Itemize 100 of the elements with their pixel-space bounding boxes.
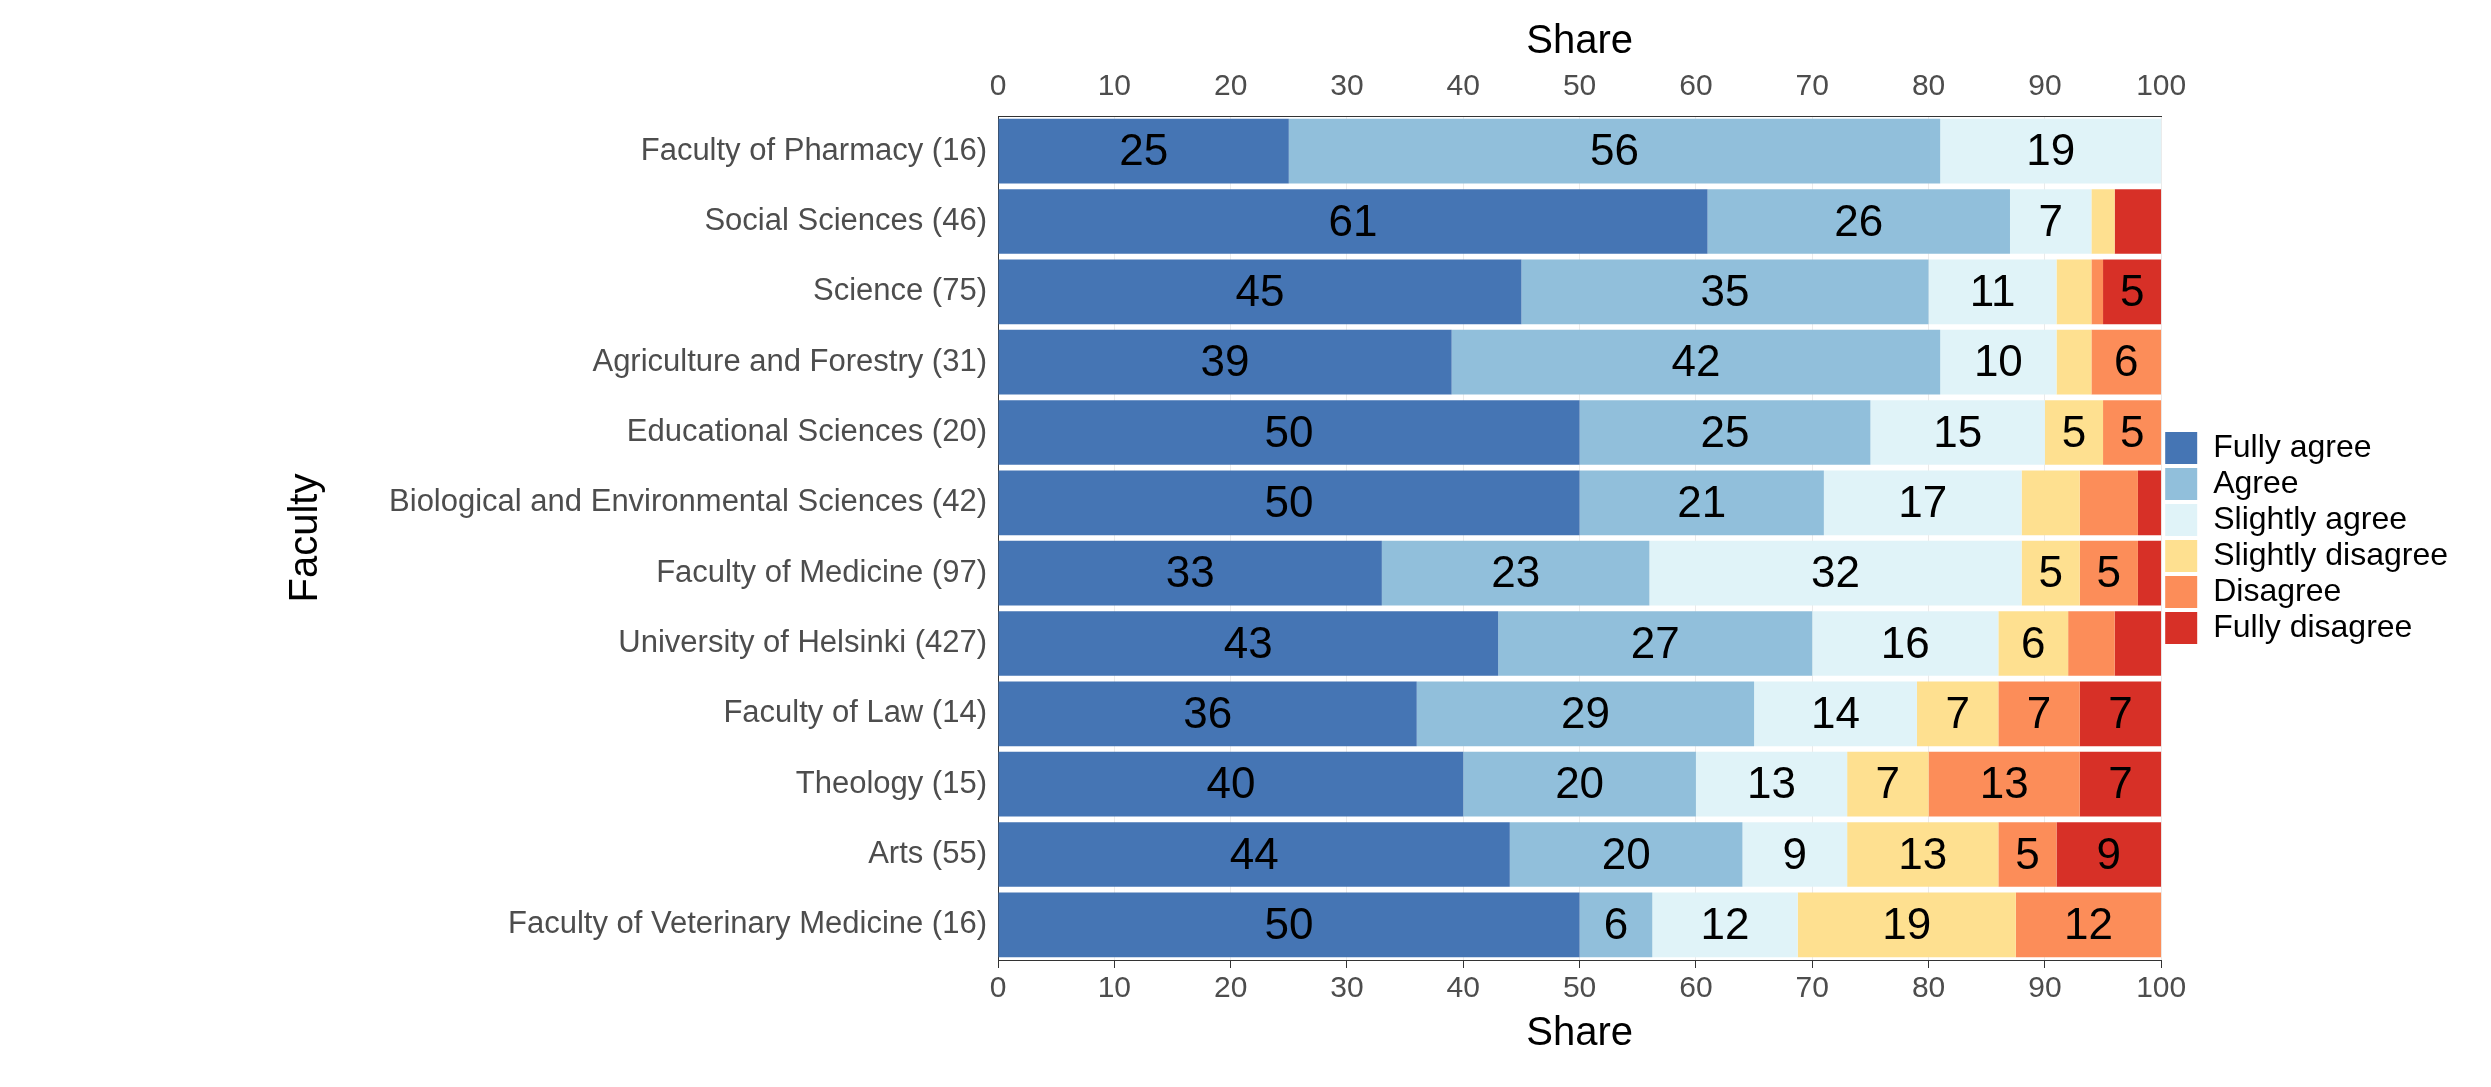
- bar: [1754, 681, 1917, 747]
- legend-label: Slightly disagree: [2213, 535, 2448, 572]
- bar: [1416, 681, 1755, 747]
- y-tick-label: Faculty of Medicine (97): [656, 553, 987, 589]
- y-tick-label: Arts (55): [868, 835, 987, 871]
- data-label: 21: [1677, 476, 1727, 526]
- data-label: 5: [2061, 406, 2087, 456]
- bar: [1579, 892, 1653, 958]
- y-tick-label: Biological and Environmental Sciences (42): [389, 483, 987, 519]
- data-label: 11: [1969, 265, 2016, 315]
- x-tick-label: 70: [1795, 970, 1829, 1004]
- x-tick-label: 60: [1679, 970, 1713, 1004]
- bar: [2114, 611, 2162, 676]
- bar: [1579, 470, 1824, 536]
- data-label: 5: [2119, 265, 2145, 315]
- data-label: 45: [1235, 265, 1285, 315]
- bar: [2079, 470, 2138, 536]
- bar: [1652, 892, 1798, 958]
- bar: [1742, 822, 1848, 887]
- data-label: 40: [1206, 758, 1256, 808]
- x-tick-label: 40: [1446, 970, 1480, 1004]
- bar: [998, 470, 1580, 536]
- legend-label: Agree: [2213, 463, 2299, 500]
- legend-label: Disagree: [2213, 571, 2342, 608]
- data-label: 5: [2096, 547, 2122, 597]
- x2-tick-label: 0: [989, 68, 1007, 102]
- x-axis-title: Share: [1526, 1009, 1633, 1054]
- data-label: 20: [1555, 758, 1605, 808]
- bar: [1928, 259, 2057, 325]
- data-label: 50: [1264, 898, 1314, 948]
- bar: [1847, 751, 1929, 817]
- bar: [998, 681, 1417, 747]
- bar: [1812, 611, 1999, 676]
- bar: [1498, 611, 1813, 676]
- data-label: 13: [1979, 758, 2029, 808]
- bar: [2079, 681, 2162, 747]
- bar: [1579, 400, 1871, 465]
- bar: [2079, 751, 2162, 817]
- data-label: 33: [1165, 547, 1215, 597]
- data-label: 32: [1811, 547, 1860, 597]
- bar: [2021, 540, 2080, 606]
- x2-axis-title: Share: [1526, 17, 1633, 62]
- bar: [2114, 189, 2162, 254]
- x-tick-label: 90: [2028, 970, 2062, 1004]
- bar: [2091, 259, 2104, 325]
- y-tick-label: Faculty of Pharmacy (16): [640, 131, 987, 167]
- data-label: 14: [1811, 687, 1860, 737]
- x-tick-label: 80: [1911, 970, 1946, 1004]
- data-label: 19: [1882, 898, 1932, 948]
- x-tick-label: 100: [2136, 970, 2187, 1004]
- bar: [1823, 470, 2022, 536]
- data-label: 17: [1898, 476, 1948, 526]
- legend-label: Fully agree: [2213, 427, 2372, 464]
- bar: [2056, 329, 2092, 395]
- legend-label: Slightly agree: [2213, 499, 2408, 536]
- data-label: 7: [2108, 758, 2133, 808]
- data-label: 23: [1491, 547, 1541, 597]
- data-label: 13: [1747, 758, 1797, 808]
- x2-tick-label: 10: [1097, 68, 1132, 102]
- bar: [2137, 540, 2162, 606]
- bar: [998, 259, 1522, 325]
- x2-tick-label: 20: [1213, 68, 1248, 102]
- bar: [2021, 470, 2080, 536]
- bar: [998, 400, 1580, 465]
- bar: [1288, 118, 1941, 184]
- data-label: 6: [2114, 336, 2139, 386]
- bar: [1998, 681, 2080, 747]
- data-label: 20: [1601, 828, 1651, 878]
- data-label: 25: [1700, 406, 1750, 456]
- x-tick-label: 0: [989, 970, 1007, 1004]
- data-label: 9: [2096, 828, 2122, 878]
- data-label: 6: [1603, 898, 1629, 948]
- data-label: 42: [1671, 336, 1721, 386]
- data-label: 50: [1264, 406, 1314, 456]
- data-label: 7: [1875, 758, 1901, 808]
- x2-tick-label: 80: [1911, 68, 1946, 102]
- data-label: 61: [1328, 195, 1378, 245]
- data-label: 56: [1590, 125, 1639, 175]
- bar: [2137, 470, 2162, 536]
- x2-tick-label: 70: [1795, 68, 1829, 102]
- data-label: 12: [1700, 898, 1750, 948]
- data-label: 19: [2026, 125, 2076, 175]
- bar: [998, 189, 1708, 254]
- bar: [2079, 540, 2138, 606]
- data-label: 35: [1700, 265, 1750, 315]
- x2-tick-label: 100: [2136, 68, 2187, 102]
- data-label: 29: [1560, 687, 1610, 737]
- y-tick-label: Agriculture and Forestry (31): [592, 342, 987, 378]
- bar: [2103, 259, 2162, 325]
- x2-tick-label: 50: [1562, 68, 1597, 102]
- data-label: 50: [1264, 476, 1314, 526]
- y-tick-label: University of Helsinki (427): [618, 624, 987, 660]
- bar: [2103, 400, 2162, 465]
- bar: [2068, 611, 2115, 676]
- x2-tick-label: 60: [1679, 68, 1713, 102]
- data-label: 7: [2026, 687, 2052, 737]
- bar: [2056, 259, 2092, 325]
- bar: [1451, 329, 1941, 395]
- data-label: 7: [2108, 687, 2133, 737]
- data-label: 26: [1834, 195, 1884, 245]
